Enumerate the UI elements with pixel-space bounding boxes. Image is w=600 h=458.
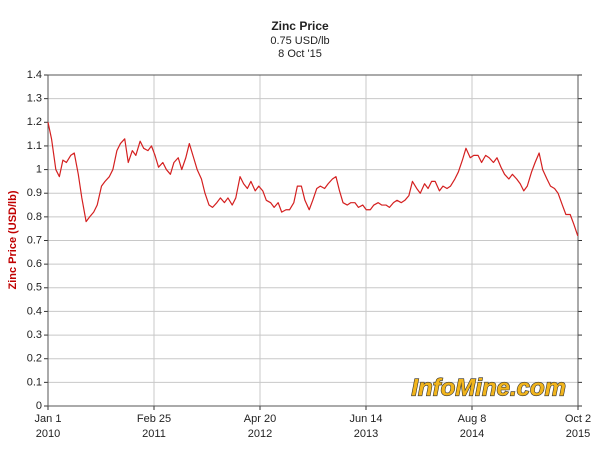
- y-axis-title: Zinc Price (USD/lb): [7, 190, 19, 289]
- y-tick-label: 1.2: [27, 116, 42, 128]
- watermark: InfoMine.com: [411, 374, 566, 401]
- x-tick-label: 2013: [354, 428, 378, 440]
- y-tick-label: 1.1: [27, 140, 42, 152]
- y-tick-label: 0.8: [27, 211, 42, 223]
- price-line: [47, 122, 579, 236]
- y-tick-label: 0.4: [27, 305, 42, 317]
- chart-subtitle: 0.75 USD/lb: [270, 35, 329, 47]
- y-tick-label: 1.4: [27, 69, 42, 81]
- y-tick-label: 0.1: [27, 376, 42, 388]
- x-tick-label: 2012: [248, 428, 272, 440]
- x-tick-label: 2015: [566, 428, 590, 440]
- y-tick-label: 1: [36, 163, 42, 175]
- x-tick-label: 2011: [142, 428, 166, 440]
- plot-frame: [47, 74, 579, 407]
- x-tick-label: 2010: [36, 428, 60, 440]
- chart-title: Zinc Price: [271, 19, 329, 33]
- y-tick-label: 0.7: [27, 234, 42, 246]
- x-tick-label: Apr 20: [244, 413, 276, 425]
- y-tick-label: 0.3: [27, 329, 42, 341]
- x-tick-label: Jun 14: [349, 413, 382, 425]
- x-tick-label: Jan 1: [35, 413, 62, 425]
- x-tick-label: Aug 8: [458, 413, 487, 425]
- x-tick-label: 2014: [460, 428, 484, 440]
- date-label: 8 Oct '15: [278, 48, 322, 60]
- y-tick-label: 0.5: [27, 282, 42, 294]
- y-tick-label: 0.6: [27, 258, 42, 270]
- y-tick-label: 0.2: [27, 353, 42, 365]
- x-tick-label: Feb 25: [137, 413, 171, 425]
- y-tick-label: 1.3: [27, 93, 42, 105]
- y-tick-label: 0: [36, 400, 42, 412]
- y-tick-label: 0.9: [27, 187, 42, 199]
- x-tick-label: Oct 2: [565, 413, 591, 425]
